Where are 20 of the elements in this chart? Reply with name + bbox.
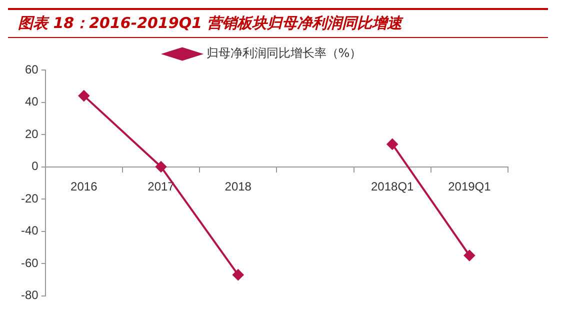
y-tick-label: -60	[21, 256, 39, 270]
y-tick-label: 60	[24, 62, 39, 76]
x-tick-label: 2016	[70, 179, 98, 194]
y-tick-label: 0	[32, 159, 39, 174]
point	[156, 161, 167, 172]
point	[464, 250, 475, 261]
chart-title: 图表 18：2016-2019Q1 营销板块归母净利润同比增速	[8, 8, 548, 38]
x-tick-label: 2018	[224, 179, 252, 194]
x-tick-label: 2018Q1	[370, 179, 414, 194]
point	[386, 138, 398, 150]
legend-label: 归母净利润同比增长率（%）	[206, 46, 362, 60]
y-tick-label: 20	[24, 126, 39, 141]
y-tick-label: 40	[24, 94, 39, 109]
x-tick-label: 2017	[148, 179, 175, 194]
point	[232, 269, 244, 280]
x-tick-label: 2019Q1	[448, 179, 492, 194]
y-tick-label: -80	[21, 288, 39, 302]
point	[78, 90, 90, 102]
y-tick-label: -20	[21, 191, 39, 206]
y-tick-label: -40	[21, 224, 39, 238]
